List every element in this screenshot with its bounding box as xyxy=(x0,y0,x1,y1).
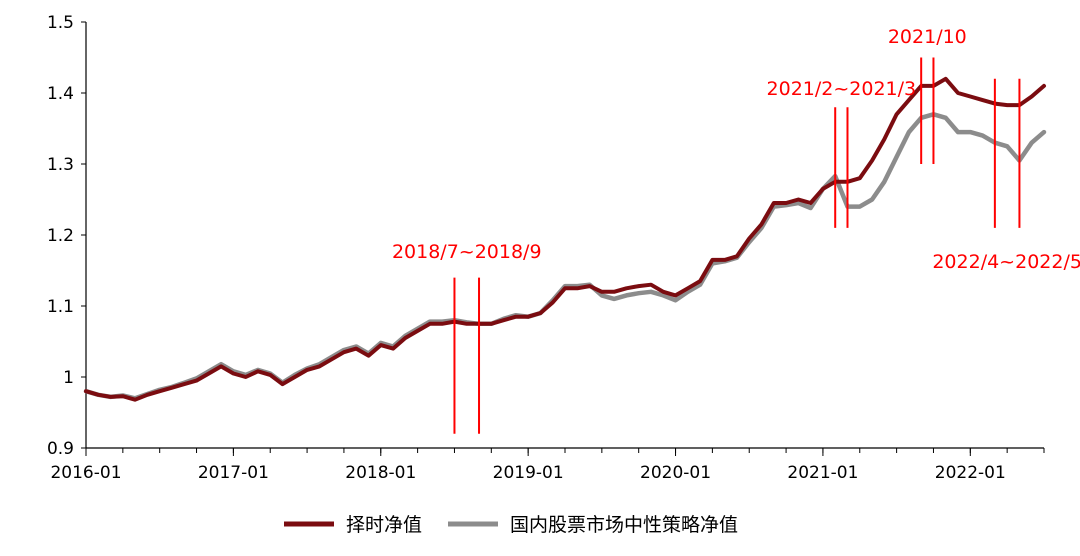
annotation-label: 2021/10 xyxy=(888,26,967,48)
y-tick-label: 1.3 xyxy=(47,155,74,175)
x-tick-label: 2020-01 xyxy=(640,463,711,483)
annotations: 2018/7~2018/9 2021/2~2021/3 2021/10 2022/4~… xyxy=(392,26,1080,434)
annotation-label: 2018/7~2018/9 xyxy=(392,241,542,263)
legend: 择时净值 国内股票市场中性策略净值 xyxy=(284,514,738,536)
y-tick-label: 1.2 xyxy=(47,226,74,246)
axes: 0.9 1 1.1 1.2 1.3 1.4 1.5 2016-01 2017-01 2018-01… xyxy=(47,13,1045,483)
series-lines xyxy=(83,76,1047,402)
series-line xyxy=(83,112,1047,401)
x-tick-label: 2017-01 xyxy=(198,463,269,483)
y-tick-label: 1.5 xyxy=(47,13,74,33)
x-tick-label: 2021-01 xyxy=(787,463,858,483)
y-tick-label: 1.1 xyxy=(47,297,74,317)
series-line xyxy=(84,76,1046,402)
annotation-label: 2021/2~2021/3 xyxy=(767,78,917,100)
y-tick-label: 1.4 xyxy=(47,84,74,104)
y-tick-label: 1 xyxy=(63,368,74,388)
x-tick-label: 2018-01 xyxy=(345,463,416,483)
x-tick-label: 2016-01 xyxy=(50,463,121,483)
legend-label: 择时净值 xyxy=(346,514,422,536)
annotation-label: 2022/4~2022/5 xyxy=(932,251,1080,273)
x-tick-label: 2019-01 xyxy=(493,463,564,483)
legend-label: 国内股票市场中性策略净值 xyxy=(510,514,738,536)
x-tick-label: 2022-01 xyxy=(935,463,1006,483)
y-tick-label: 0.9 xyxy=(47,439,74,459)
